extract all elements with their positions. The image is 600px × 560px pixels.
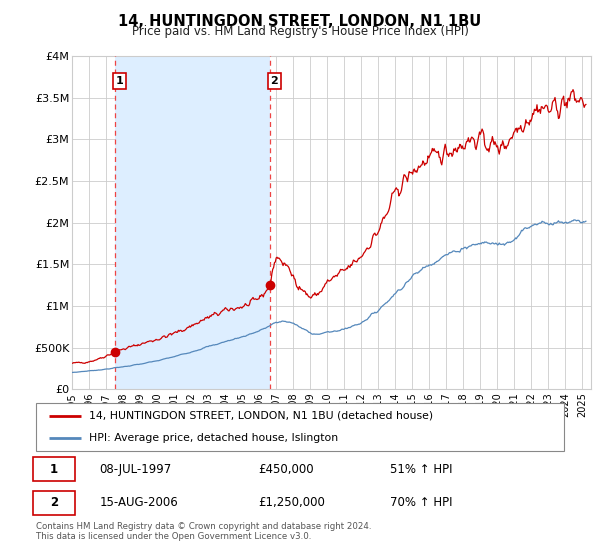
Text: Contains HM Land Registry data © Crown copyright and database right 2024.
This d: Contains HM Land Registry data © Crown c… [36, 522, 371, 542]
Text: 14, HUNTINGDON STREET, LONDON, N1 1BU (detached house): 14, HUNTINGDON STREET, LONDON, N1 1BU (d… [89, 410, 433, 421]
Text: 1: 1 [116, 76, 124, 86]
Text: 51% ↑ HPI: 51% ↑ HPI [390, 463, 452, 475]
FancyBboxPatch shape [34, 457, 74, 481]
Text: £450,000: £450,000 [258, 463, 313, 475]
Text: 2: 2 [50, 497, 58, 510]
Text: 08-JUL-1997: 08-JUL-1997 [100, 463, 172, 475]
Text: Price paid vs. HM Land Registry's House Price Index (HPI): Price paid vs. HM Land Registry's House … [131, 25, 469, 38]
Text: 70% ↑ HPI: 70% ↑ HPI [390, 497, 452, 510]
Text: 2: 2 [271, 76, 278, 86]
FancyBboxPatch shape [36, 403, 564, 451]
Text: 15-AUG-2006: 15-AUG-2006 [100, 497, 178, 510]
Text: HPI: Average price, detached house, Islington: HPI: Average price, detached house, Isli… [89, 433, 338, 444]
Text: £1,250,000: £1,250,000 [258, 497, 325, 510]
Bar [115, 56, 270, 389]
Text: 1: 1 [50, 463, 58, 475]
Text: 14, HUNTINGDON STREET, LONDON, N1 1BU: 14, HUNTINGDON STREET, LONDON, N1 1BU [118, 14, 482, 29]
FancyBboxPatch shape [34, 491, 74, 515]
